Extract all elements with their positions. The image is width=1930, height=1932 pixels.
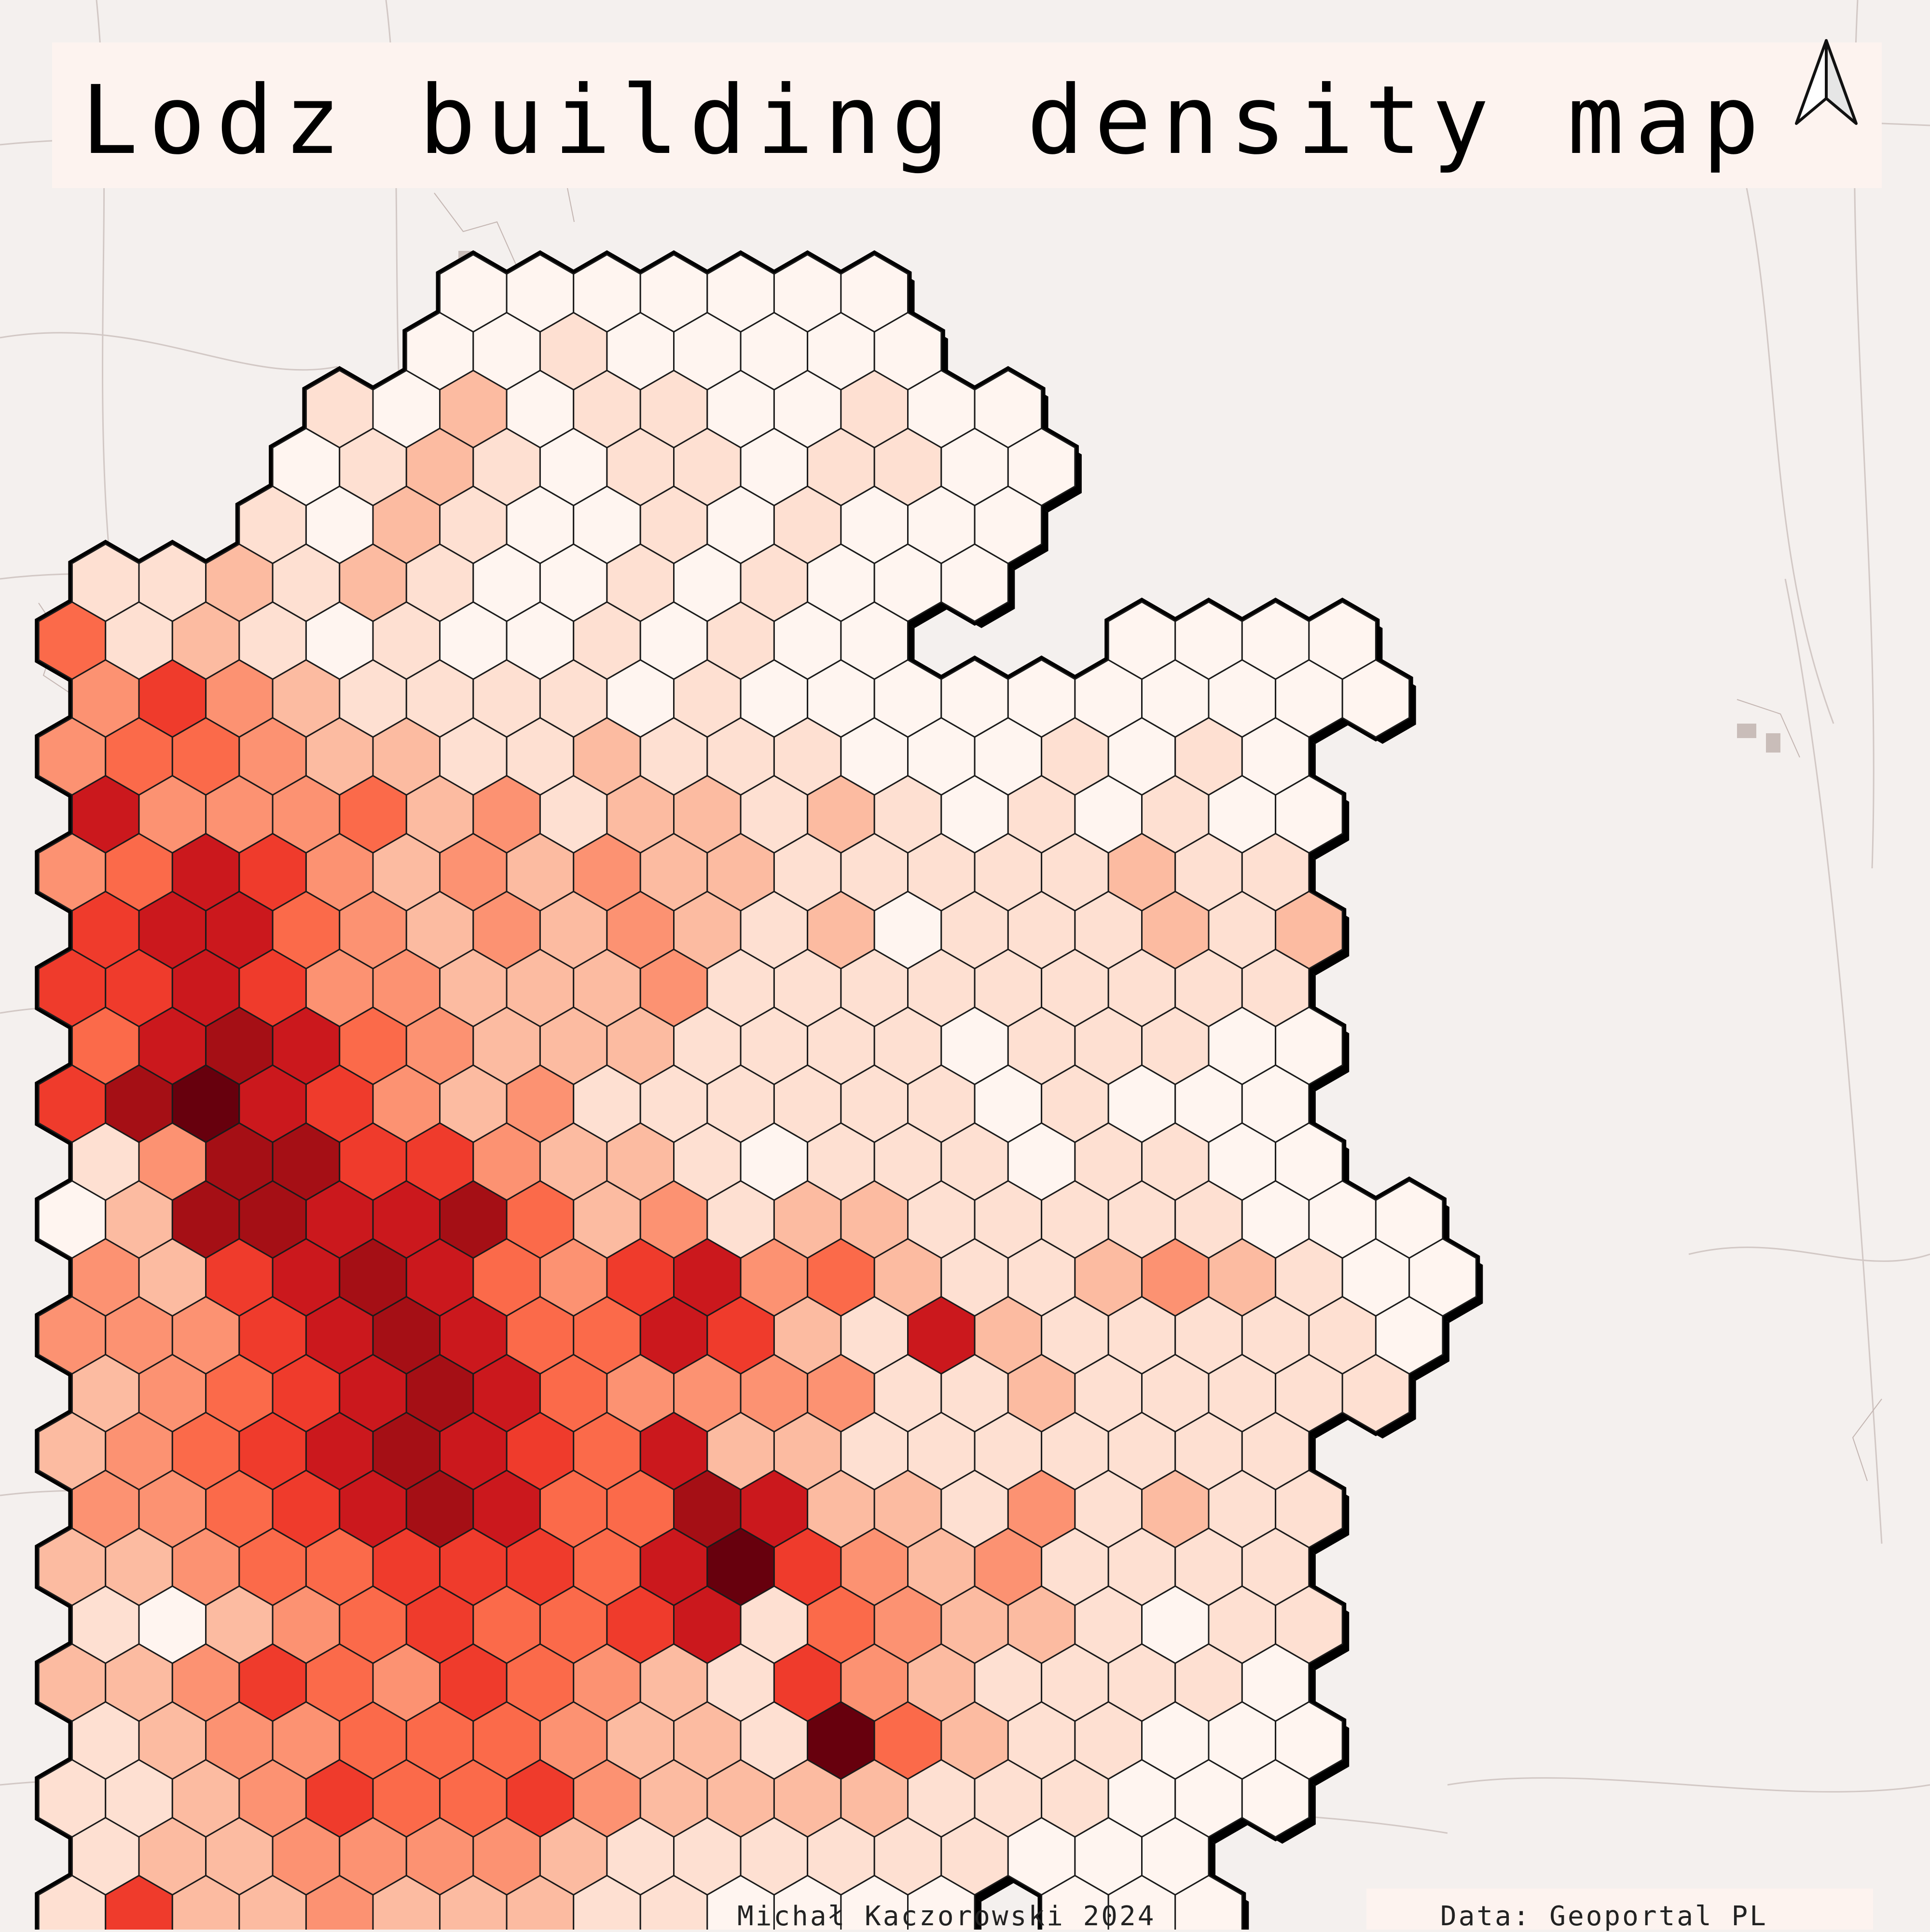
data-source: Data: Geoportal PL [1440,1901,1768,1932]
title-panel: Lodz building density map [52,42,1882,188]
author-credit: Michał Kaczorowski 2024 [737,1901,1156,1932]
hex-cell-layer [39,255,1476,1930]
map-title: Lodz building density map [81,66,1770,176]
north-arrow-icon [1792,37,1860,133]
